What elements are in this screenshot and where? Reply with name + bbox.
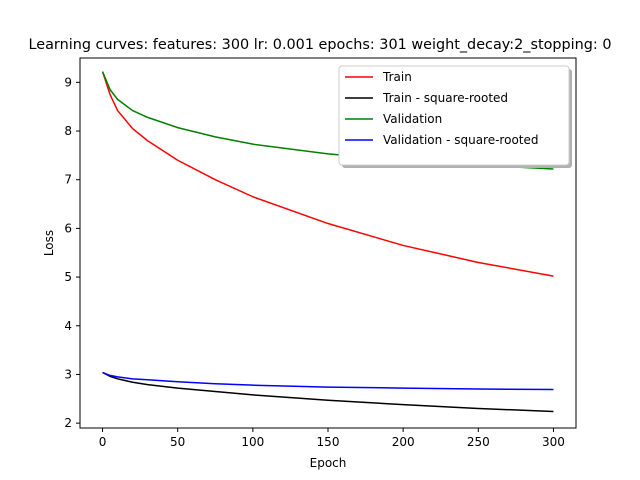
chart-title: Learning curves: features: 300 lr: 0.001… xyxy=(29,37,612,53)
series-line-4 xyxy=(102,371,554,391)
y-tick-label: 5 xyxy=(64,270,72,284)
legend-label: Train xyxy=(382,70,412,84)
series-line-1 xyxy=(101,71,554,277)
y-tick-label: 4 xyxy=(64,319,72,333)
y-tick-label: 8 xyxy=(64,124,72,138)
x-tick-label: 150 xyxy=(317,435,340,449)
y-tick-label: 3 xyxy=(64,367,72,381)
legend: Train Train - square-rooted Validation Vali… xyxy=(338,65,572,168)
legend-box xyxy=(338,65,570,166)
y-tick-label: 9 xyxy=(64,75,72,89)
y-tick-label: 7 xyxy=(64,173,72,187)
x-tick-label: 0 xyxy=(99,435,107,449)
series-line-2 xyxy=(102,371,554,413)
x-tick-label: 300 xyxy=(542,435,565,449)
y-tick-label: 6 xyxy=(64,221,72,235)
legend-label: Train - square-rooted xyxy=(382,91,508,105)
legend-label: Validation xyxy=(383,112,442,126)
x-axis-ticks: 0 50 100 150 200 250 300 xyxy=(99,428,565,449)
y-axis-ticks: 2 3 4 5 6 7 8 9 xyxy=(64,75,80,430)
x-axis-label: Epoch xyxy=(310,456,347,470)
y-axis-label: Loss xyxy=(42,230,56,256)
legend-label: Validation - square-rooted xyxy=(383,133,538,147)
x-tick-label: 250 xyxy=(467,435,490,449)
x-tick-label: 200 xyxy=(392,435,415,449)
x-tick-label: 100 xyxy=(241,435,264,449)
y-tick-label: 2 xyxy=(64,416,72,430)
x-tick-label: 50 xyxy=(170,435,185,449)
